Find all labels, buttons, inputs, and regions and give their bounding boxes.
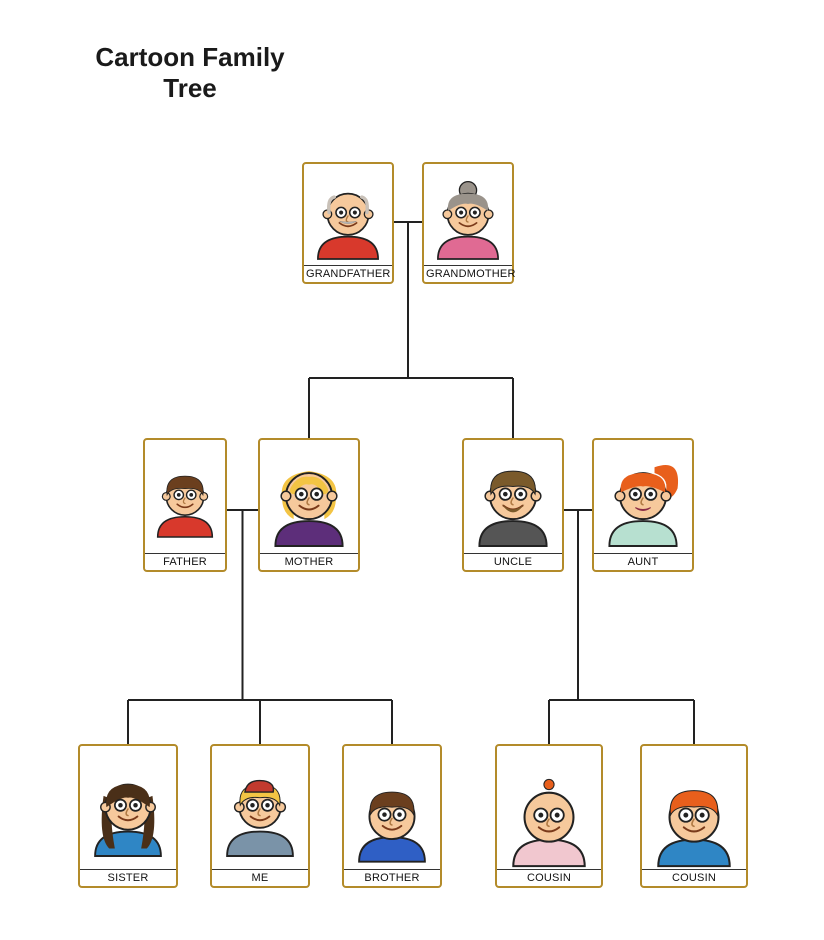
node-grandfather: GRANDFATHER	[302, 162, 394, 284]
node-aunt: AUNT	[592, 438, 694, 572]
avatar-grandmother	[424, 164, 512, 265]
avatar-sister	[80, 746, 176, 869]
avatar-grandfather	[304, 164, 392, 265]
node-cousin2: COUSIN	[640, 744, 748, 888]
avatar-father	[145, 440, 225, 553]
node-label: UNCLE	[464, 553, 562, 570]
avatar-cousin1	[497, 746, 601, 869]
node-grandmother: GRANDMOTHER	[422, 162, 514, 284]
node-father: FATHER	[143, 438, 227, 572]
node-label: AUNT	[594, 553, 692, 570]
node-me: ME	[210, 744, 310, 888]
node-cousin1: COUSIN	[495, 744, 603, 888]
avatar-cousin2	[642, 746, 746, 869]
avatar-uncle	[464, 440, 562, 553]
node-label: SISTER	[80, 869, 176, 886]
node-label: BROTHER	[344, 869, 440, 886]
node-label: GRANDFATHER	[304, 265, 392, 282]
node-mother: MOTHER	[258, 438, 360, 572]
node-uncle: UNCLE	[462, 438, 564, 572]
avatar-me	[212, 746, 308, 869]
page-title: Cartoon Family Tree	[70, 42, 310, 104]
node-sister: SISTER	[78, 744, 178, 888]
node-label: COUSIN	[642, 869, 746, 886]
node-label: FATHER	[145, 553, 225, 570]
node-label: GRANDMOTHER	[424, 265, 512, 282]
node-label: MOTHER	[260, 553, 358, 570]
node-label: ME	[212, 869, 308, 886]
node-label: COUSIN	[497, 869, 601, 886]
avatar-mother	[260, 440, 358, 553]
node-brother: BROTHER	[342, 744, 442, 888]
avatar-brother	[344, 746, 440, 869]
avatar-aunt	[594, 440, 692, 553]
